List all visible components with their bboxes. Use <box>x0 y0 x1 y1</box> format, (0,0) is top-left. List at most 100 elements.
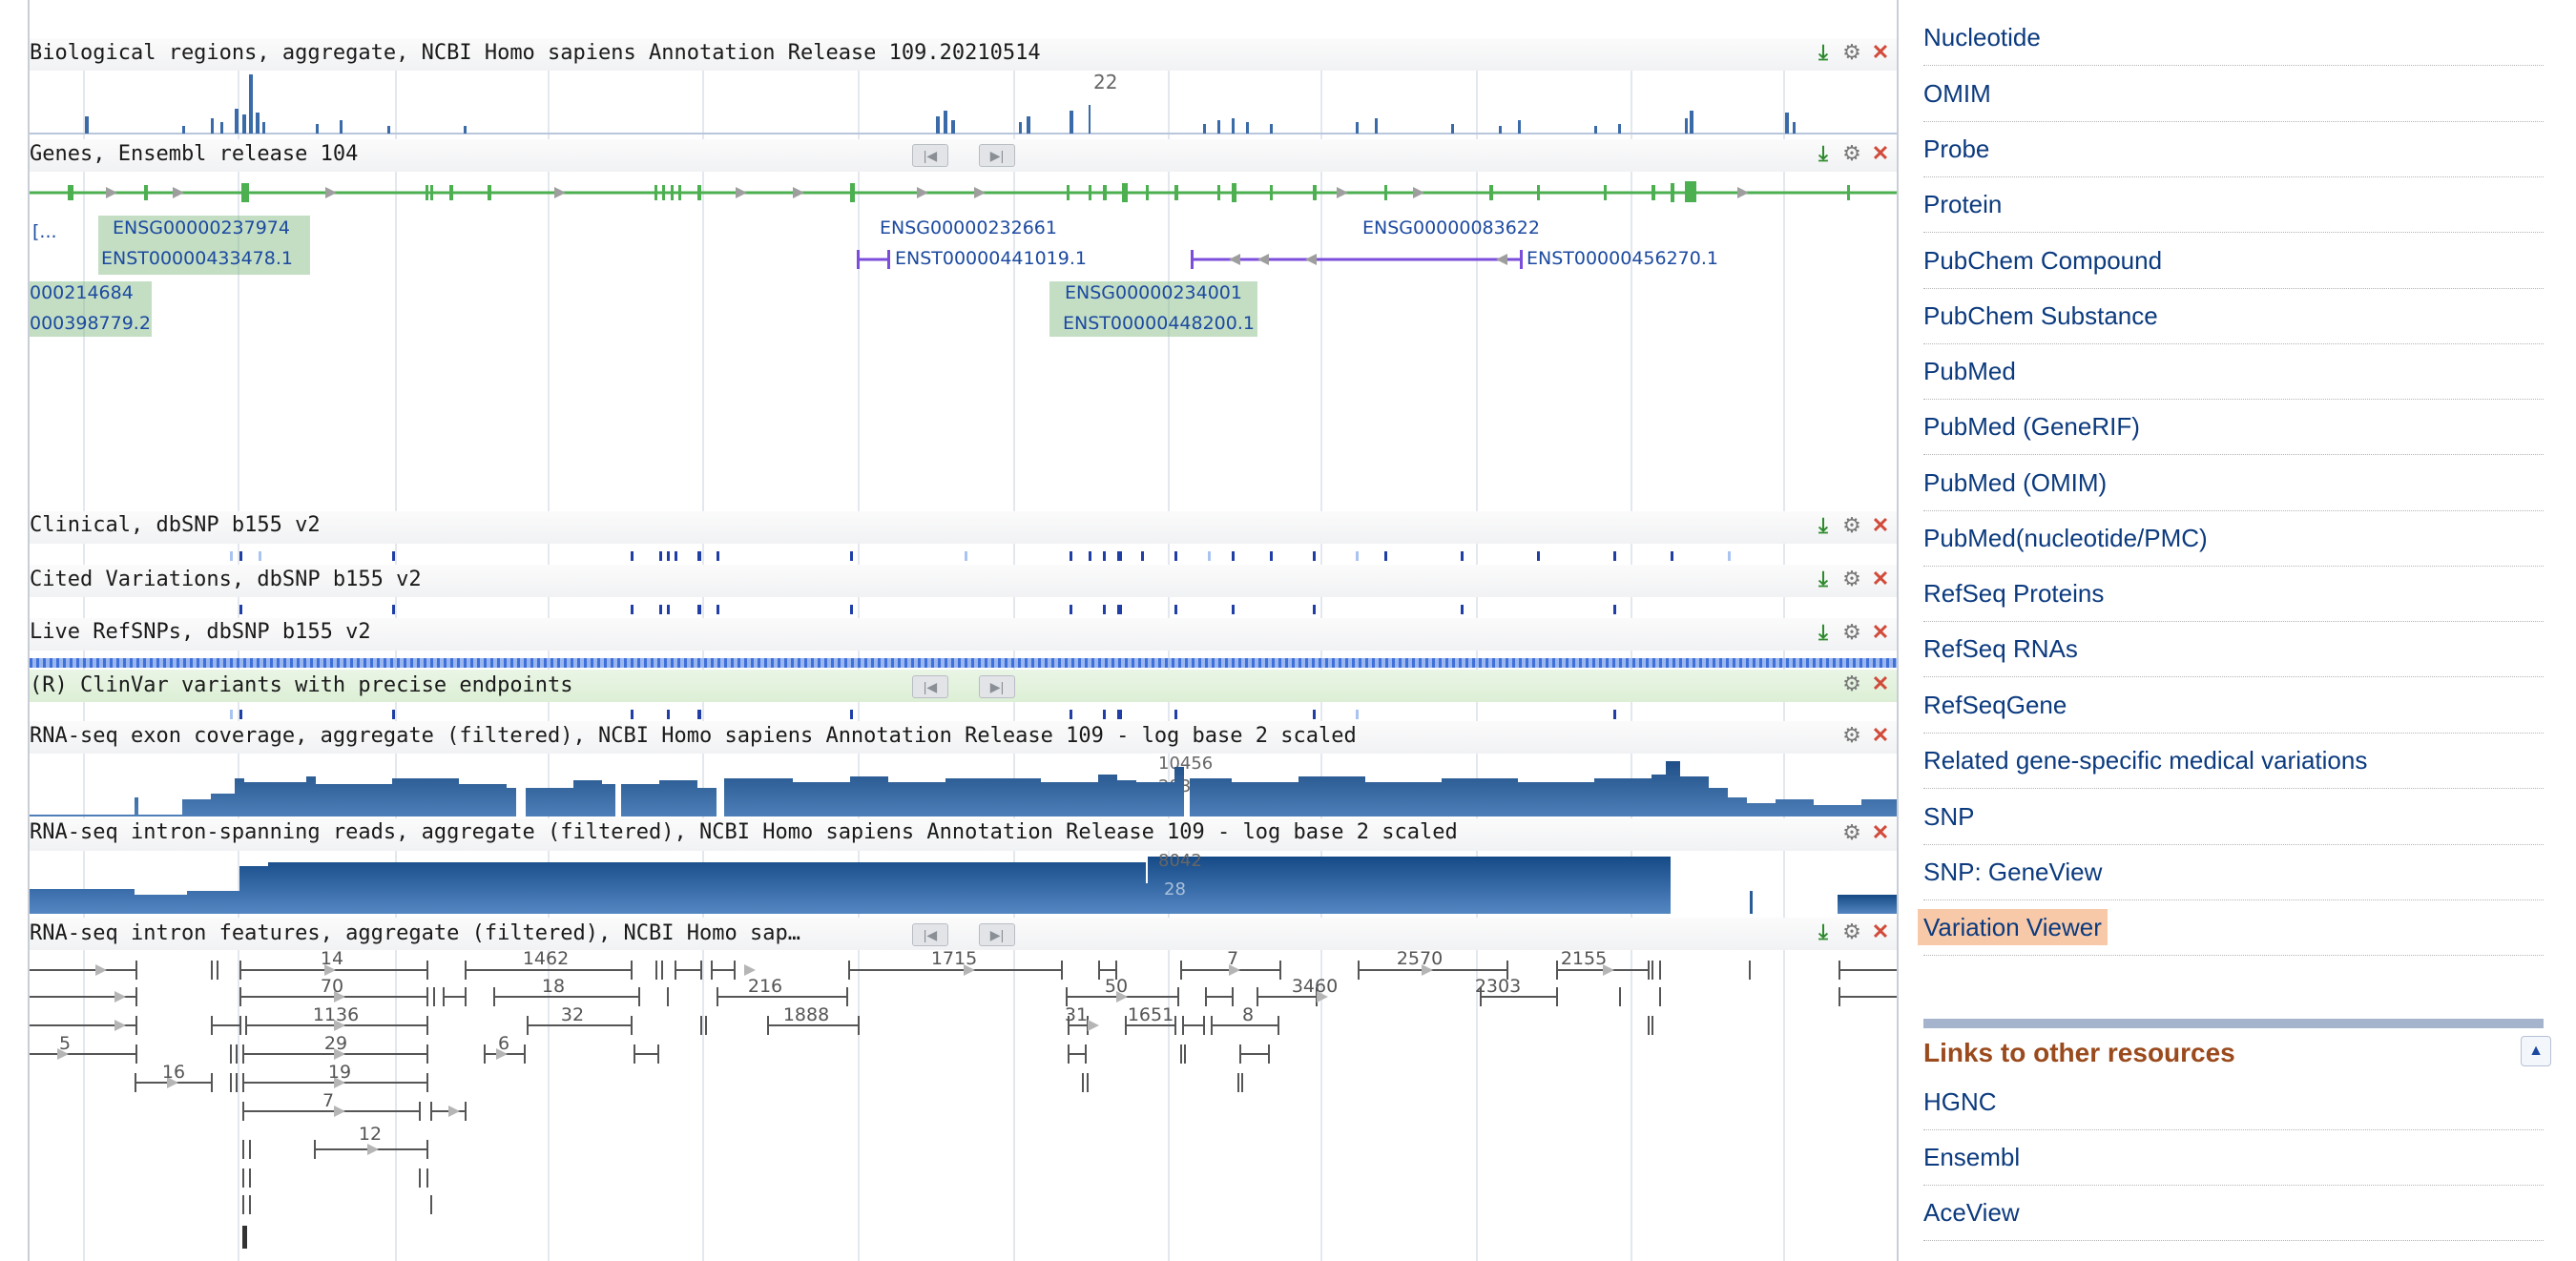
track-header-cited <box>30 565 1897 597</box>
link-refseq-proteins[interactable]: RefSeq Proteins <box>1923 566 2544 622</box>
next-feature-button[interactable]: ▶| <box>979 923 1015 946</box>
gene-label[interactable]: ENSG00000232661 <box>880 217 1057 238</box>
link-pubmed-generif[interactable]: PubMed (GeneRIF) <box>1923 399 2544 455</box>
peak-label: 22 <box>1093 71 1118 93</box>
link-aceview[interactable]: AceView <box>1923 1185 2544 1241</box>
gene-label[interactable]: ENSG00000083622 <box>1362 217 1540 238</box>
transcript-label[interactable]: ENST00000433478.1 <box>101 248 293 269</box>
gene-label[interactable]: ENSG00000237974 <box>113 217 290 238</box>
gear-icon[interactable]: ⚙ <box>1842 40 1861 64</box>
bio-regions-histogram <box>30 74 1897 134</box>
track-title-live: Live RefSNPs, dbSNP b155 v2 <box>30 620 371 644</box>
close-icon[interactable]: ✕ <box>1871 723 1890 747</box>
gene-feature-stub[interactable]: [... <box>32 221 57 242</box>
link-nucleotide[interactable]: Nucleotide <box>1923 10 2544 66</box>
track-header-rna-intron-features <box>30 918 1897 950</box>
gear-icon[interactable]: ⚙ <box>1842 141 1861 165</box>
link-probe[interactable]: Probe <box>1923 121 2544 177</box>
gene-model-track <box>30 181 1897 202</box>
section-title-other-resources: Links to other resources <box>1923 1038 2235 1067</box>
download-icon[interactable]: ⤓ <box>1818 920 1828 943</box>
gene-feature-box[interactable] <box>30 281 152 337</box>
viewer-right-border <box>1897 0 1899 1261</box>
intron-count-label: 70 <box>321 976 343 997</box>
download-icon[interactable]: ⤓ <box>1818 141 1828 165</box>
link-ensembl[interactable]: Ensembl <box>1923 1129 2544 1186</box>
gear-icon[interactable]: ⚙ <box>1842 820 1861 844</box>
intron-count-label: 1462 <box>523 949 569 969</box>
close-icon[interactable]: ✕ <box>1871 141 1890 165</box>
intron-count-label: 216 <box>748 976 782 997</box>
highlighted-link-label: Variation Viewer <box>1918 909 2108 945</box>
next-feature-button[interactable]: ▶| <box>979 144 1015 167</box>
prev-feature-button[interactable]: |◀ <box>912 675 948 698</box>
collapse-icon: ▲ <box>2528 1043 2544 1059</box>
cited-snp-ticks <box>239 605 1616 614</box>
gene-label[interactable]: 000214684 <box>30 282 134 303</box>
download-icon[interactable]: ⤓ <box>1818 620 1828 644</box>
link-hgnc[interactable]: HGNC <box>1923 1074 2544 1130</box>
download-icon[interactable]: ⤓ <box>1818 40 1828 64</box>
track-title-rna-exon: RNA-seq exon coverage, aggregate (filter… <box>30 724 1357 748</box>
gene-label[interactable]: ENSG00000234001 <box>1065 282 1242 303</box>
gear-icon[interactable]: ⚙ <box>1842 513 1861 537</box>
transcript-label[interactable]: ENST00000448200.1 <box>1063 313 1255 334</box>
link-snp[interactable]: SNP <box>1923 789 2544 845</box>
intron-count-label: 50 <box>1105 976 1128 997</box>
close-icon[interactable]: ✕ <box>1871 40 1890 64</box>
link-snp-geneview[interactable]: SNP: GeneView <box>1923 844 2544 900</box>
download-icon[interactable]: ⤓ <box>1818 513 1828 537</box>
intron-count-label: 5 <box>59 1033 71 1054</box>
intron-features-track: 14 1462 1715 7 2570 2155 70 18 216 50 3460 2303 1136… <box>30 949 1897 1249</box>
link-pubchem-compound[interactable]: PubChem Compound <box>1923 233 2544 289</box>
track-header-genes <box>30 139 1897 172</box>
link-pubmed-nucleotide-pmc[interactable]: PubMed(nucleotide/PMC) <box>1923 510 2544 567</box>
transcript-label[interactable]: 000398779.2 <box>30 313 151 334</box>
section-divider <box>1923 1019 2544 1028</box>
gene-feature-box[interactable] <box>98 216 310 275</box>
link-omim[interactable]: OMIM <box>1923 66 2544 122</box>
live-snp-density <box>30 658 1897 668</box>
track-title-rna-intron-features: RNA-seq intron features, aggregate (filt… <box>30 921 800 945</box>
transcript-label[interactable]: ENST00000456270.1 <box>1527 248 1718 269</box>
gene-feature-box[interactable] <box>1049 281 1257 337</box>
gear-icon[interactable]: ⚙ <box>1842 672 1861 695</box>
collapse-button[interactable]: ▲ <box>2521 1036 2551 1066</box>
track-title-bio-regions: Biological regions, aggregate, NCBI Homo… <box>30 41 1041 65</box>
intron-count-label: 2303 <box>1475 976 1521 997</box>
link-variation-viewer[interactable]: Variation Viewer <box>1918 899 2544 956</box>
gear-icon[interactable]: ⚙ <box>1842 920 1861 943</box>
close-icon[interactable]: ✕ <box>1871 620 1890 644</box>
close-icon[interactable]: ✕ <box>1871 920 1890 943</box>
gear-icon[interactable]: ⚙ <box>1842 723 1861 747</box>
transcript-label[interactable]: ENST00000441019.1 <box>895 248 1087 269</box>
link-pubmed[interactable]: PubMed <box>1923 343 2544 400</box>
link-protein[interactable]: Protein <box>1923 176 2544 233</box>
close-icon[interactable]: ✕ <box>1871 567 1890 590</box>
next-feature-button[interactable]: ▶| <box>979 675 1015 698</box>
close-icon[interactable]: ✕ <box>1871 820 1890 844</box>
intron-count-label: 2570 <box>1397 949 1443 969</box>
link-pubmed-omim[interactable]: PubMed (OMIM) <box>1923 455 2544 511</box>
download-icon[interactable]: ⤓ <box>1818 567 1828 590</box>
track-title-cited: Cited Variations, dbSNP b155 v2 <box>30 568 422 591</box>
gear-icon[interactable]: ⚙ <box>1842 567 1861 590</box>
intron-count-label: 14 <box>321 949 343 969</box>
intron-count-label: 29 <box>324 1033 347 1054</box>
close-icon[interactable]: ✕ <box>1871 672 1890 695</box>
track-title-genes: Genes, Ensembl release 104 <box>30 142 359 166</box>
gear-icon[interactable]: ⚙ <box>1842 620 1861 644</box>
viewer-left-border <box>28 0 30 1261</box>
close-icon[interactable]: ✕ <box>1871 513 1890 537</box>
transcript-models <box>857 250 1523 269</box>
intron-count-label: 12 <box>359 1124 382 1145</box>
track-header-bio-regions <box>30 38 1897 71</box>
link-pubchem-substance[interactable]: PubChem Substance <box>1923 288 2544 344</box>
prev-icon: |◀ <box>923 679 938 694</box>
link-refseqgene[interactable]: RefSeqGene <box>1923 677 2544 734</box>
prev-feature-button[interactable]: |◀ <box>912 923 948 946</box>
prev-feature-button[interactable]: |◀ <box>912 144 948 167</box>
link-related-gene-specific-medical-variations[interactable]: Related gene-specific medical variations <box>1923 733 2544 789</box>
link-refseq-rnas[interactable]: RefSeq RNAs <box>1923 621 2544 677</box>
track-title-clinical: Clinical, dbSNP b155 v2 <box>30 513 321 537</box>
